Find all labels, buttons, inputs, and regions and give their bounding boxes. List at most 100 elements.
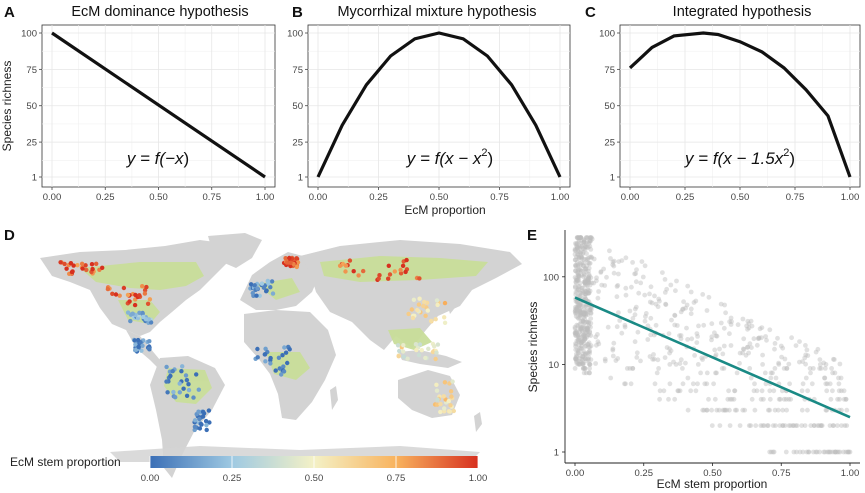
scatter-point bbox=[772, 366, 778, 371]
scatter-point bbox=[579, 303, 585, 309]
scatter-point bbox=[647, 291, 652, 297]
scatter-point bbox=[578, 235, 583, 241]
panel-c-ticks: 0.00 0.25 0.50 0.75 1.00 1 25 50 75 100 bbox=[599, 29, 859, 204]
scatter-point bbox=[574, 309, 580, 315]
scatter-point bbox=[771, 449, 777, 455]
scatter-point bbox=[780, 423, 786, 428]
scatter-point bbox=[574, 338, 580, 344]
map-dot bbox=[140, 343, 145, 348]
map-dot bbox=[130, 311, 135, 316]
map-dot bbox=[110, 291, 115, 296]
scatter-point bbox=[653, 301, 659, 307]
map-dot bbox=[64, 266, 69, 271]
map-dot bbox=[347, 258, 353, 263]
scatter-point bbox=[585, 255, 591, 261]
scatter-point bbox=[587, 239, 593, 244]
map-dot bbox=[261, 285, 267, 290]
map-dot bbox=[279, 372, 284, 377]
map-dot bbox=[136, 344, 141, 350]
map-dot bbox=[105, 286, 111, 292]
eq-a-left: y = f( bbox=[126, 149, 168, 168]
scatter-point bbox=[754, 342, 760, 348]
scatter-point bbox=[580, 324, 586, 330]
map-dot bbox=[133, 342, 138, 347]
map-dot bbox=[377, 273, 382, 278]
x-tick-label-4: 1.00 bbox=[256, 192, 275, 203]
scatter-point bbox=[721, 343, 727, 349]
scatter-point bbox=[800, 359, 805, 364]
scatter-point bbox=[722, 407, 727, 413]
scatter-point bbox=[704, 407, 709, 413]
x-tick-label-4: 1.00 bbox=[551, 192, 570, 203]
x-tick-label-2: 0.50 bbox=[430, 192, 449, 203]
scatter-point bbox=[588, 235, 594, 241]
scatter-point bbox=[836, 449, 841, 455]
scatter-point bbox=[829, 366, 834, 371]
map-dot bbox=[183, 373, 189, 378]
scatter-point bbox=[576, 235, 581, 241]
scatter-point bbox=[585, 235, 590, 241]
scatter-point bbox=[816, 423, 822, 428]
scatter-point bbox=[587, 235, 593, 241]
x-tick-label-0: 0.00 bbox=[43, 192, 62, 203]
map-dot bbox=[294, 256, 299, 261]
scatter-point bbox=[576, 348, 581, 354]
scatter-point bbox=[573, 263, 578, 268]
map-dot bbox=[203, 418, 209, 424]
map-dot bbox=[133, 292, 138, 298]
scatter-point bbox=[589, 236, 595, 242]
scatter-point bbox=[581, 323, 587, 328]
scatter-point bbox=[577, 261, 583, 266]
scatter-point bbox=[586, 357, 592, 363]
scatter-point bbox=[808, 423, 814, 428]
scatter-point bbox=[580, 362, 586, 367]
map-dot bbox=[276, 355, 282, 360]
scatter-point bbox=[635, 329, 641, 335]
scatter-point bbox=[824, 407, 830, 413]
scatter-point bbox=[786, 396, 792, 402]
map-dot bbox=[294, 264, 299, 270]
scatter-point bbox=[588, 320, 594, 326]
scatter-point bbox=[677, 361, 683, 366]
scatter-point bbox=[758, 423, 764, 428]
scatter-point bbox=[619, 330, 625, 336]
scatter-point bbox=[602, 283, 608, 288]
scatter-point bbox=[578, 340, 584, 346]
scatter-point bbox=[748, 318, 754, 324]
scatter-point bbox=[579, 307, 584, 313]
scatter-point bbox=[588, 311, 594, 316]
scatter-point bbox=[611, 263, 617, 269]
scatter-point bbox=[610, 353, 616, 359]
scatter-point bbox=[572, 309, 578, 314]
scatter-point bbox=[575, 272, 581, 277]
map-dot bbox=[121, 285, 127, 291]
scatter-point bbox=[722, 407, 728, 413]
scatter-point bbox=[576, 335, 582, 341]
y-tick-label-1: 25 bbox=[604, 138, 615, 149]
y-tick-label-2: 50 bbox=[26, 101, 37, 112]
scatter-point bbox=[714, 333, 720, 339]
scatter-point bbox=[578, 290, 583, 296]
scatter-point bbox=[583, 269, 589, 275]
scatter-point bbox=[664, 345, 670, 350]
map-dot bbox=[179, 369, 184, 374]
scatter-point bbox=[834, 449, 840, 455]
scatter-point bbox=[582, 278, 588, 283]
scatter-point bbox=[688, 289, 694, 295]
scatter-point bbox=[583, 244, 589, 250]
scatter-point bbox=[695, 381, 700, 387]
map-dot bbox=[409, 307, 414, 312]
scatter-point bbox=[791, 423, 796, 428]
landmass-new-zealand bbox=[474, 412, 482, 432]
scatter-point bbox=[643, 311, 649, 316]
scatter-point bbox=[574, 278, 580, 283]
scatter-point bbox=[586, 349, 592, 355]
scatter-point bbox=[576, 334, 582, 340]
scatter-point bbox=[616, 271, 621, 277]
panel-a-line bbox=[51, 31, 266, 179]
scatter-point bbox=[728, 343, 734, 348]
scatter-point bbox=[722, 302, 727, 308]
eq-b-sup: 2 bbox=[481, 147, 487, 159]
scatter-point bbox=[732, 388, 738, 394]
scatter-point bbox=[585, 278, 591, 284]
